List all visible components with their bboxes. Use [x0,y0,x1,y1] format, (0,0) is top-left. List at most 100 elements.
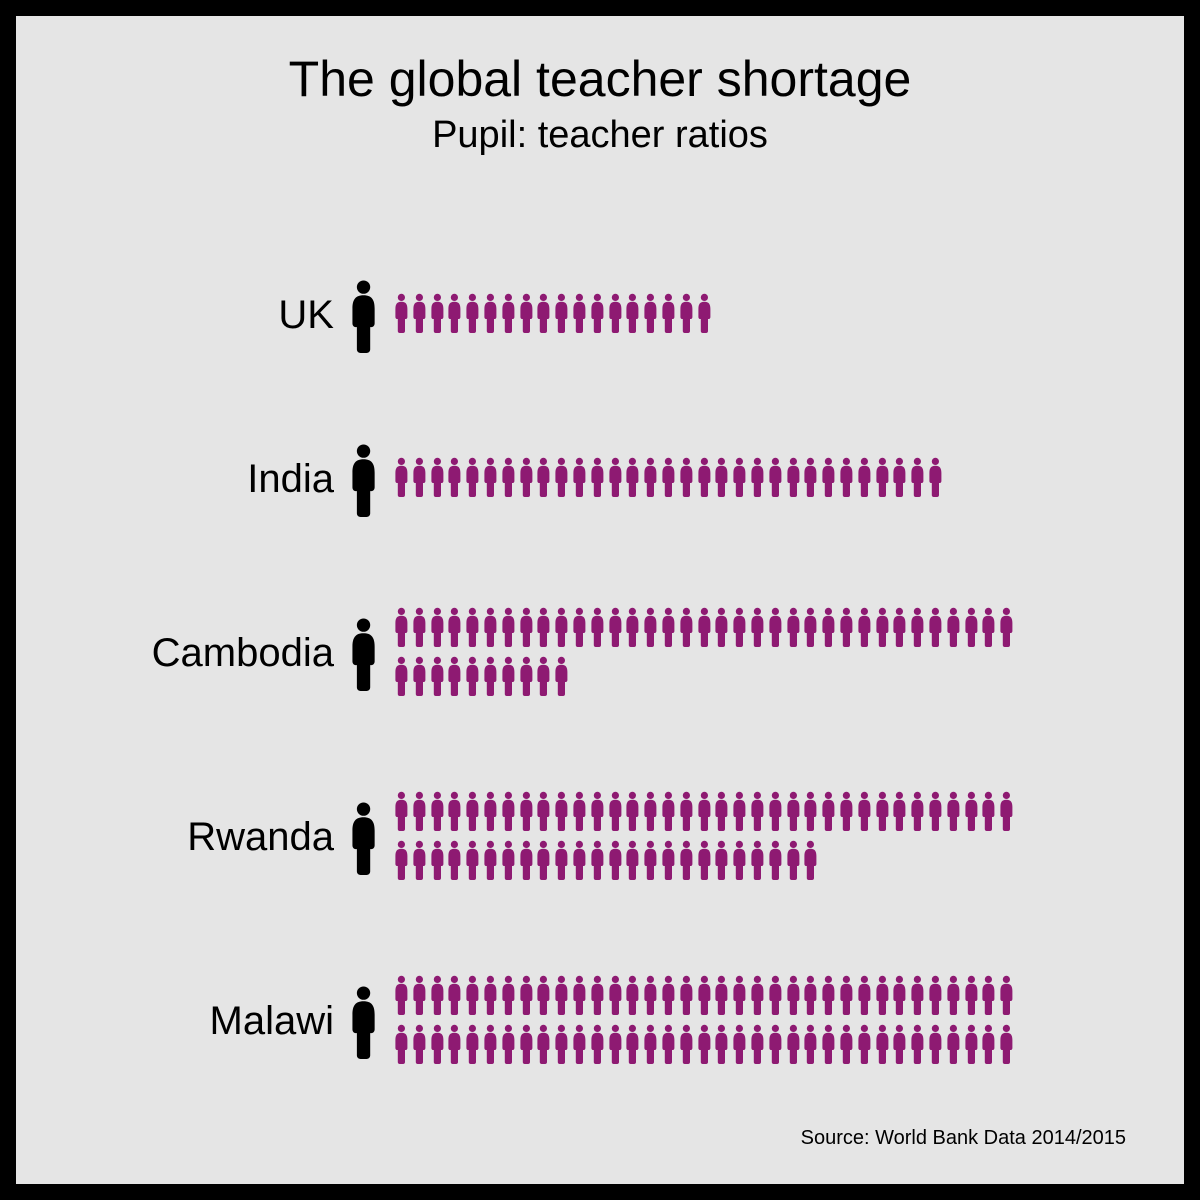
pupil-icon [642,457,659,502]
pupil-icon [891,607,908,652]
pupil-icon [500,656,517,701]
pupil-icon [927,457,944,502]
pupil-icon [802,840,819,885]
pupil-icon [909,791,926,836]
pupil-icon [838,457,855,502]
pupil-icon [500,975,517,1020]
pupil-icon [571,975,588,1020]
row-label: India [64,457,348,502]
pupil-icon [785,457,802,502]
teacher-icon [348,279,379,353]
pupil-icon [535,1024,552,1069]
pupils-group [393,457,1136,502]
pupil-icon [696,791,713,836]
pupil-icon [642,975,659,1020]
pupil-icon [642,1024,659,1069]
pupil-icon [874,457,891,502]
pupil-icon [927,607,944,652]
pupil-icon [660,791,677,836]
pupil-icon [713,975,730,1020]
pupil-icon [464,293,481,338]
pupil-icon [535,791,552,836]
pupil-icon [713,607,730,652]
pictogram-rows: UK [64,279,1136,1069]
pupil-icon [393,975,410,1020]
pupil-icon [571,791,588,836]
pupil-icon [589,1024,606,1069]
pupil-icon [624,1024,641,1069]
pupil-icon [411,656,428,701]
pictogram-row: UK [64,279,1136,353]
pupil-icon [820,607,837,652]
pupil-icon [802,1024,819,1069]
pupil-icon [856,975,873,1020]
teacher-icon [348,801,379,875]
pupil-icon [731,975,748,1020]
pupil-icon [393,840,410,885]
chart-subtitle: Pupil: teacher ratios [64,113,1136,159]
pupil-icon [553,975,570,1020]
pupil-icon [482,975,499,1020]
pupil-icon [607,975,624,1020]
pupil-icon [518,457,535,502]
pupils-group [393,607,1136,701]
pupil-icon [535,840,552,885]
pupil-icon [464,457,481,502]
pictogram-row: India [64,443,1136,517]
pupil-icon [660,457,677,502]
pupil-icon [874,791,891,836]
pupil-icon [411,457,428,502]
pupil-icon [820,457,837,502]
pupil-icon [429,656,446,701]
pupil-icon [785,1024,802,1069]
pupils-line [393,975,1136,1020]
pupil-icon [660,607,677,652]
pupil-icon [802,607,819,652]
pupil-icon [767,840,784,885]
pupil-icon [856,607,873,652]
pupil-icon [980,1024,997,1069]
pupil-icon [553,293,570,338]
pupil-icon [660,840,677,885]
pupil-icon [945,791,962,836]
pupil-icon [696,1024,713,1069]
pupils-line [393,1024,1136,1069]
pupil-icon [446,1024,463,1069]
pupil-icon [482,656,499,701]
pupil-icon [607,791,624,836]
pupil-icon [624,791,641,836]
pupil-icon [696,975,713,1020]
pupil-icon [678,293,695,338]
teacher-icon [348,443,379,517]
pupil-icon [696,840,713,885]
pupil-icon [767,975,784,1020]
pupil-icon [731,1024,748,1069]
pupils-line [393,457,1136,502]
pupil-icon [945,607,962,652]
pupil-icon [411,293,428,338]
pupil-icon [820,1024,837,1069]
pupil-icon [464,607,481,652]
pupil-icon [856,1024,873,1069]
pupils-line [393,293,1136,338]
pupil-icon [446,293,463,338]
pupil-icon [571,607,588,652]
pupils-line [393,840,1136,885]
pupil-icon [589,293,606,338]
pupil-icon [980,975,997,1020]
pupil-icon [500,840,517,885]
pupil-icon [624,975,641,1020]
pupil-icon [891,975,908,1020]
row-label: Rwanda [64,815,348,860]
pupil-icon [749,840,766,885]
pupil-icon [678,840,695,885]
pupil-icon [535,975,552,1020]
pupil-icon [535,607,552,652]
pupil-icon [518,975,535,1020]
pupil-icon [678,975,695,1020]
pupil-icon [553,607,570,652]
pupil-icon [927,975,944,1020]
pupil-icon [838,607,855,652]
pupil-icon [963,975,980,1020]
pupil-icon [749,791,766,836]
